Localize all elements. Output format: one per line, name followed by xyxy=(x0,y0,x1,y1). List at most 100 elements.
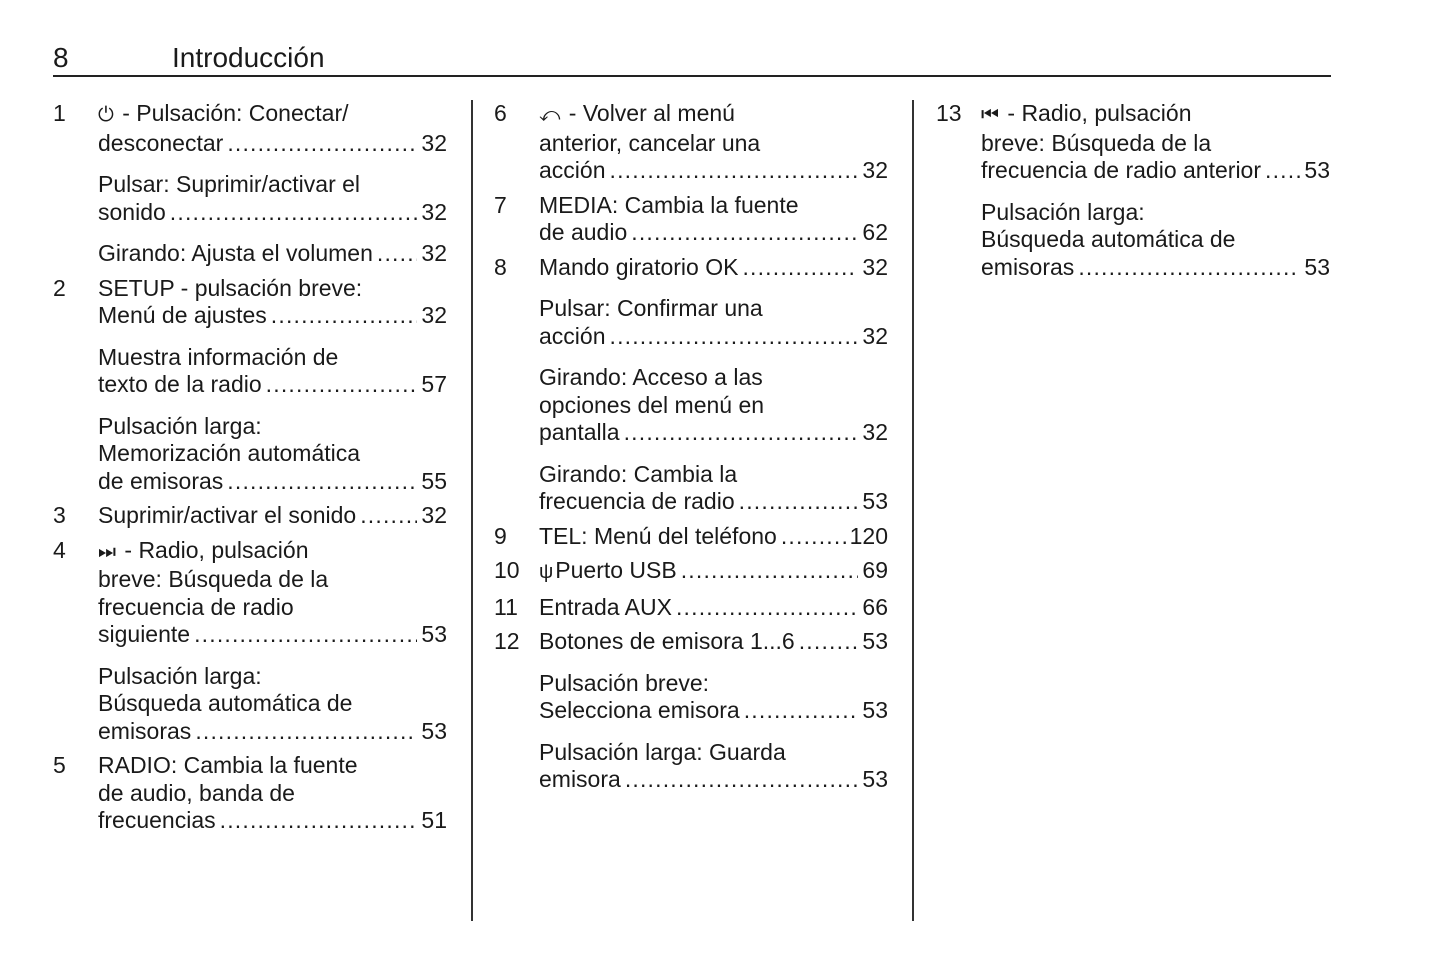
item-number: 10 xyxy=(494,557,520,583)
list-item: 4 ⏭ - Radio, pulsación breve: Búsqueda de … xyxy=(53,537,447,746)
dot-leader xyxy=(624,419,859,447)
dot-leader xyxy=(194,621,417,649)
item-line: Botones de emisora 1...6 53 xyxy=(539,628,888,656)
item-block: Botones de emisora 1...6 53 xyxy=(539,628,888,656)
dot-leader xyxy=(625,766,859,794)
dot-leader xyxy=(681,557,859,585)
item-text: Mando giratorio OK xyxy=(539,253,739,280)
dot-leader xyxy=(360,502,417,530)
item-line: desconectar 32 xyxy=(98,130,447,158)
item-text: MEDIA: Cambia la fuente xyxy=(539,191,799,218)
item-line: ⏻ - Pulsación: Conectar/ xyxy=(98,100,447,130)
item-block: TEL: Menú del teléfono 120 xyxy=(539,523,888,551)
item-line: Mando giratorio OK 32 xyxy=(539,254,888,282)
item-line: Menú de ajustes 32 xyxy=(98,302,447,330)
previous-track-icon: ⏮ xyxy=(981,104,999,126)
list-item: 2 SETUP - pulsación breve: Menú de ajustes… xyxy=(53,275,447,496)
list-item: 13 ⏮ - Radio, pulsación breve: Búsqueda de… xyxy=(936,100,1330,281)
item-line: RADIO: Cambia la fuente xyxy=(98,752,447,780)
item-text: - Radio, pulsación xyxy=(1001,100,1192,126)
item-text: Botones de emisora 1...6 xyxy=(539,628,795,654)
item-block: ⤺ - Volver al menú anterior, cancelar una… xyxy=(539,100,888,185)
item-number: 3 xyxy=(53,502,66,528)
item-number: 9 xyxy=(494,522,507,549)
item-line: Memorización automática xyxy=(98,440,447,468)
column-3: 13 ⏮ - Radio, pulsación breve: Búsqueda de… xyxy=(936,100,1330,281)
item-block: ψ Puerto USB 69 xyxy=(539,557,888,587)
dot-leader xyxy=(1078,254,1300,282)
item-text: Selecciona emisora xyxy=(539,697,740,723)
item-line: ⤺ - Volver al menú xyxy=(539,100,888,130)
item-line: de emisoras 55 xyxy=(98,468,447,496)
item-text: texto de la radio xyxy=(98,371,262,397)
item-text: Girando: Ajusta el volumen xyxy=(98,240,373,266)
item-block: Pulsación breve:Selecciona emisora 53 xyxy=(539,670,888,725)
item-line: frecuencia de radio xyxy=(98,594,447,622)
item-line: breve: Búsqueda de la xyxy=(981,130,1330,158)
item-text: Muestra información de xyxy=(98,343,339,370)
page-reference: 32 xyxy=(421,302,447,328)
page-number: 8 xyxy=(53,42,69,73)
item-text: - Pulsación: Conectar/ xyxy=(115,100,349,126)
page-reference: 32 xyxy=(421,240,447,266)
item-block: Mando giratorio OK 32 xyxy=(539,254,888,282)
column-1: 1⏻ - Pulsación: Conectar/desconectar32Pu… xyxy=(53,100,447,835)
usb-icon: ψ xyxy=(539,561,554,583)
list-item: 10 ψ Puerto USB 69 xyxy=(494,557,888,587)
item-block: Pulsación larga: Búsqueda automática de em… xyxy=(98,663,447,746)
item-text: de audio, banda de xyxy=(98,779,295,806)
item-line: texto de la radio 57 xyxy=(98,371,447,399)
item-number: 5 xyxy=(53,752,66,778)
item-text: desconectar xyxy=(98,129,224,156)
item-line: acción 32 xyxy=(539,323,888,351)
dot-leader xyxy=(744,697,859,725)
item-line: Suprimir/activar el sonido 32 xyxy=(98,502,447,530)
item-text: Memorización automática xyxy=(98,440,361,466)
item-line: emisora 53 xyxy=(539,766,888,794)
item-line: Pulsación larga: xyxy=(981,199,1330,227)
item-text: de audio xyxy=(539,219,628,245)
page-reference: 32 xyxy=(862,322,888,349)
item-number: 1 xyxy=(53,100,66,126)
item-number: 11 xyxy=(494,593,518,620)
item-text: sonido xyxy=(98,198,166,225)
item-line: MEDIA: Cambia la fuente xyxy=(539,192,888,220)
item-text: Menú de ajustes xyxy=(98,302,267,328)
item-text: Entrada AUX xyxy=(539,593,672,620)
dot-leader xyxy=(271,302,418,330)
item-text: Pulsación breve: xyxy=(539,669,710,696)
item-text: Pulsación larga: xyxy=(98,412,262,439)
column-divider xyxy=(912,100,914,921)
item-line: siguiente 53 xyxy=(98,621,447,649)
item-line: opciones del menú en xyxy=(539,392,888,420)
item-number: 7 xyxy=(494,191,507,218)
item-text: Búsqueda automática de xyxy=(98,690,353,716)
page-reference: 32 xyxy=(862,157,888,183)
item-line: Pulsar: Confirmar una xyxy=(539,295,888,323)
item-block: Girando: Ajusta el volumen 32 xyxy=(98,240,447,268)
item-text: breve: Búsqueda de la xyxy=(981,129,1212,156)
item-text: Pulsación larga: Guarda xyxy=(539,738,786,765)
item-line: Selecciona emisora 53 xyxy=(539,697,888,725)
item-text: breve: Búsqueda de la xyxy=(98,566,329,592)
item-text: emisoras xyxy=(98,717,192,744)
item-number: 2 xyxy=(53,274,66,301)
page-reference: 32 xyxy=(421,502,447,528)
item-line: Pulsación larga: xyxy=(98,663,447,691)
item-text: - Volver al menú xyxy=(562,100,735,126)
page-reference: 53 xyxy=(862,628,888,654)
item-text: Puerto USB xyxy=(555,557,677,583)
item-line: TEL: Menú del teléfono 120 xyxy=(539,523,888,551)
dot-leader xyxy=(781,523,846,551)
item-block: Pulsación larga: Memorización automática d… xyxy=(98,413,447,496)
item-text: SETUP - pulsación breve: xyxy=(98,274,363,301)
page-title: Introducción xyxy=(172,42,325,73)
item-line: emisoras 53 xyxy=(981,254,1330,282)
page-reference: 53 xyxy=(862,488,888,514)
dot-leader xyxy=(631,219,858,247)
page-reference: 53 xyxy=(1304,253,1330,280)
item-line: Búsqueda automática de xyxy=(981,226,1330,254)
item-text: anterior, cancelar una xyxy=(539,129,761,156)
item-line: anterior, cancelar una xyxy=(539,130,888,158)
